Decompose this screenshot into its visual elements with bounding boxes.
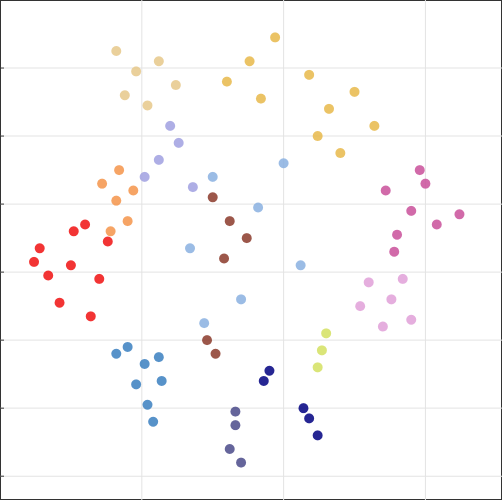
point bbox=[80, 219, 91, 230]
point bbox=[173, 137, 184, 148]
point bbox=[114, 165, 125, 176]
point bbox=[224, 443, 235, 454]
point bbox=[255, 93, 266, 104]
point bbox=[414, 165, 425, 176]
point bbox=[406, 205, 417, 216]
point bbox=[43, 270, 54, 281]
point bbox=[156, 375, 167, 386]
point bbox=[369, 120, 380, 131]
point bbox=[29, 256, 40, 267]
point bbox=[119, 90, 130, 101]
point bbox=[278, 158, 289, 169]
point bbox=[316, 345, 327, 356]
point bbox=[270, 32, 281, 43]
point bbox=[312, 430, 323, 441]
point bbox=[210, 348, 221, 359]
point bbox=[185, 243, 196, 254]
point bbox=[122, 216, 133, 227]
point bbox=[128, 185, 139, 196]
point bbox=[355, 301, 366, 312]
point bbox=[230, 420, 241, 431]
point bbox=[304, 69, 315, 80]
point bbox=[139, 171, 150, 182]
point bbox=[142, 399, 153, 410]
point bbox=[170, 80, 181, 91]
point bbox=[236, 294, 247, 305]
point bbox=[94, 273, 105, 284]
point bbox=[389, 246, 400, 257]
point bbox=[34, 243, 45, 254]
point bbox=[153, 352, 164, 363]
point bbox=[142, 100, 153, 111]
point bbox=[111, 46, 122, 57]
point bbox=[312, 362, 323, 373]
point bbox=[54, 297, 65, 308]
point bbox=[406, 314, 417, 325]
point bbox=[221, 76, 232, 87]
point bbox=[102, 236, 113, 247]
point bbox=[230, 406, 241, 417]
point bbox=[65, 260, 76, 271]
point bbox=[105, 226, 116, 237]
point bbox=[153, 56, 164, 67]
point bbox=[386, 294, 397, 305]
point bbox=[335, 148, 346, 159]
point bbox=[202, 335, 213, 346]
point bbox=[85, 311, 96, 322]
point bbox=[244, 56, 255, 67]
point bbox=[207, 171, 218, 182]
point bbox=[298, 403, 309, 414]
point bbox=[199, 318, 210, 329]
point bbox=[165, 120, 176, 131]
point bbox=[363, 277, 374, 288]
point bbox=[454, 209, 465, 220]
point bbox=[131, 66, 142, 77]
point bbox=[380, 185, 391, 196]
point bbox=[111, 348, 122, 359]
point bbox=[321, 328, 332, 339]
point bbox=[295, 260, 306, 271]
point bbox=[258, 375, 269, 386]
point bbox=[241, 233, 252, 244]
point bbox=[431, 219, 442, 230]
point bbox=[111, 195, 122, 206]
point bbox=[253, 202, 264, 213]
point bbox=[97, 178, 108, 189]
point bbox=[323, 103, 334, 114]
point bbox=[349, 86, 360, 97]
point bbox=[68, 226, 79, 237]
point bbox=[139, 358, 150, 369]
point bbox=[304, 413, 315, 424]
point bbox=[377, 321, 388, 332]
point bbox=[131, 379, 142, 390]
point bbox=[153, 154, 164, 165]
point bbox=[187, 182, 198, 193]
point bbox=[397, 273, 408, 284]
point bbox=[420, 178, 431, 189]
point bbox=[148, 416, 159, 427]
point bbox=[392, 229, 403, 240]
point bbox=[207, 192, 218, 203]
point bbox=[236, 457, 247, 468]
point bbox=[264, 365, 275, 376]
point bbox=[312, 131, 323, 142]
point bbox=[122, 341, 133, 352]
point bbox=[224, 216, 235, 227]
point bbox=[219, 253, 230, 264]
